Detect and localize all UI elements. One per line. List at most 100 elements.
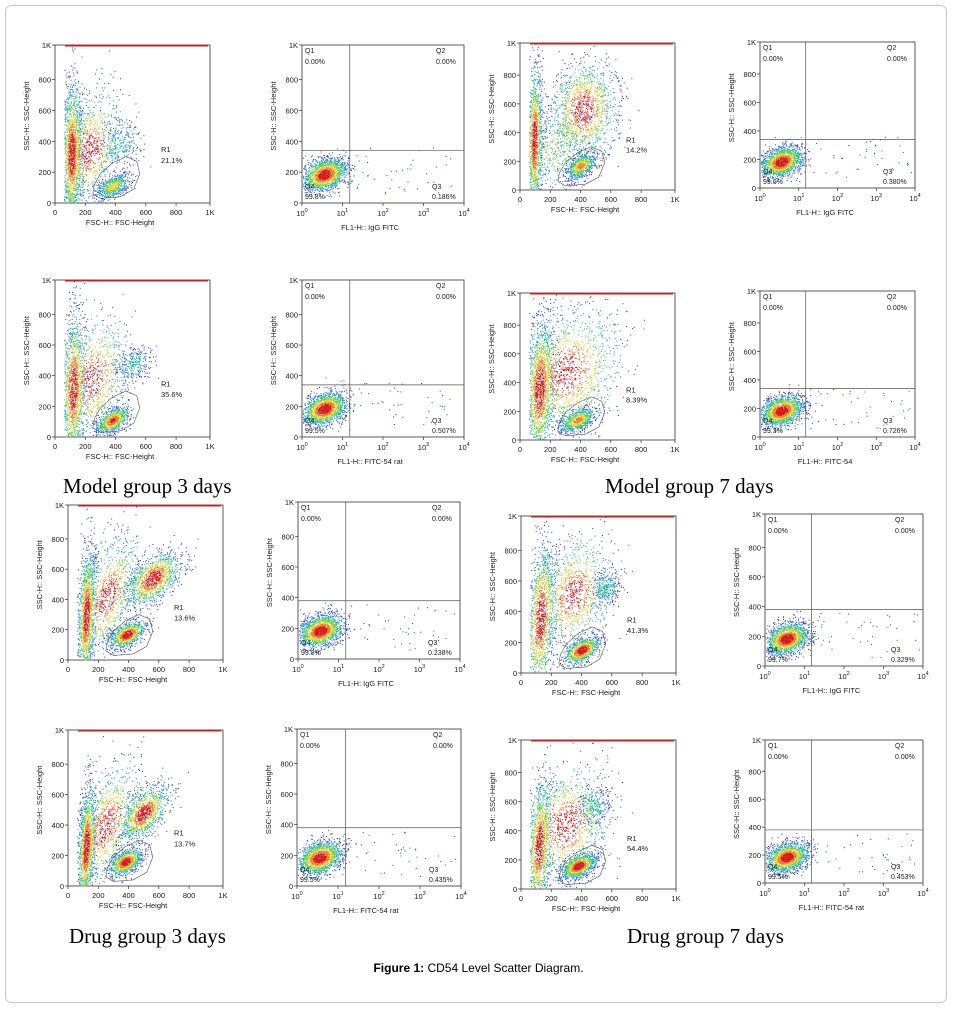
- scatter-point: [102, 181, 103, 182]
- scatter-point: [73, 73, 74, 74]
- scatter-point: [130, 147, 131, 148]
- scatter-point: [110, 162, 111, 163]
- scatter-point: [76, 73, 77, 74]
- scatter-point: [95, 191, 96, 192]
- scatter-point: [73, 52, 74, 53]
- scatter-point: [107, 154, 108, 155]
- scatter-point: [65, 107, 66, 108]
- scatter-point: [131, 183, 132, 184]
- scatter-point: [117, 96, 118, 97]
- scatter-point: [80, 107, 81, 108]
- scatter-point: [111, 74, 112, 75]
- scatter-point: [75, 85, 76, 86]
- scatter-point: [99, 154, 100, 155]
- scatter-point: [133, 147, 134, 148]
- scatter-point: [120, 111, 121, 112]
- scatter-point: [109, 151, 110, 152]
- scatter-point: [123, 172, 124, 173]
- scatter-point: [80, 193, 81, 194]
- scatter-point: [103, 201, 104, 202]
- scatter-point: [65, 121, 66, 122]
- scatter-point: [69, 72, 70, 73]
- scatter-point: [72, 70, 73, 71]
- scatter-point: [130, 157, 131, 158]
- scatter-point: [89, 193, 90, 194]
- scatter-point: [125, 176, 126, 177]
- scatter-point: [102, 203, 103, 204]
- scatter-point: [80, 108, 81, 109]
- scatter-point: [68, 97, 69, 98]
- scatter-point: [131, 181, 132, 182]
- scatter-point: [120, 175, 121, 176]
- scatter-point: [122, 193, 123, 194]
- scatter-point: [120, 78, 121, 79]
- scatter-point: [76, 93, 77, 94]
- scatter-point: [74, 81, 75, 82]
- scatter-point: [126, 192, 127, 193]
- scatter-point: [83, 192, 84, 193]
- scatter-point: [120, 194, 121, 195]
- scatter-point: [123, 173, 124, 174]
- scatter-point: [93, 195, 94, 196]
- scatter-point: [104, 196, 105, 197]
- scatter-point: [110, 173, 111, 174]
- scatter-point: [103, 140, 104, 141]
- scatter-point: [66, 85, 67, 86]
- scatter-point: [100, 191, 101, 192]
- scatter-point: [104, 138, 105, 139]
- scatter-point: [129, 127, 130, 128]
- scatter-point: [66, 99, 67, 100]
- scatter-point: [123, 189, 124, 190]
- scatter-point: [109, 133, 110, 134]
- scatter-point: [114, 71, 115, 72]
- scatter-point: [103, 195, 104, 196]
- scatter-point: [69, 84, 70, 85]
- scatter-point: [130, 137, 131, 138]
- scatter-point: [120, 132, 121, 133]
- scatter-point: [112, 109, 113, 110]
- scatter-point: [117, 120, 118, 121]
- scatter-point: [120, 125, 121, 126]
- scatter-point: [131, 142, 132, 143]
- scatter-point: [136, 117, 137, 118]
- scatter-point: [80, 94, 81, 95]
- scatter-point: [81, 182, 82, 183]
- scatter-point: [129, 146, 130, 147]
- scatter-point: [110, 199, 111, 200]
- scatter-point: [110, 153, 111, 154]
- scatter-point: [82, 168, 83, 169]
- scatter-point: [107, 145, 108, 146]
- scatter-point: [144, 149, 145, 150]
- scatter-point: [80, 101, 81, 102]
- scatter-point: [126, 134, 127, 135]
- scatter-point: [122, 169, 123, 170]
- scatter-point: [77, 90, 78, 91]
- scatter-point: [80, 194, 81, 195]
- scatter-point: [119, 120, 120, 121]
- scatter-point: [116, 107, 117, 108]
- scatter-point: [80, 87, 81, 88]
- scatter-point: [108, 200, 109, 201]
- scatter-point: [82, 110, 83, 111]
- scatter-point: [104, 122, 105, 123]
- scatter-point: [78, 83, 79, 84]
- scatter-point: [108, 132, 109, 133]
- scatter-point: [81, 186, 82, 187]
- scatter-point: [114, 199, 115, 200]
- scatter-point: [119, 122, 120, 123]
- scatter-point: [129, 142, 130, 143]
- scatter-point: [84, 94, 85, 95]
- scatter-point: [117, 125, 118, 126]
- scatter-point: [112, 156, 113, 157]
- scatter-point: [104, 182, 105, 183]
- scatter-point: [66, 186, 67, 187]
- scatter-point: [140, 151, 141, 152]
- scatter-point: [124, 190, 125, 191]
- scatter-point: [124, 122, 125, 123]
- scatter-point: [81, 120, 82, 121]
- scatter-point: [123, 127, 124, 128]
- scatter-point: [105, 180, 106, 181]
- scatter-point: [119, 125, 120, 126]
- scatter-point: [133, 129, 134, 130]
- scatter-point: [96, 199, 97, 200]
